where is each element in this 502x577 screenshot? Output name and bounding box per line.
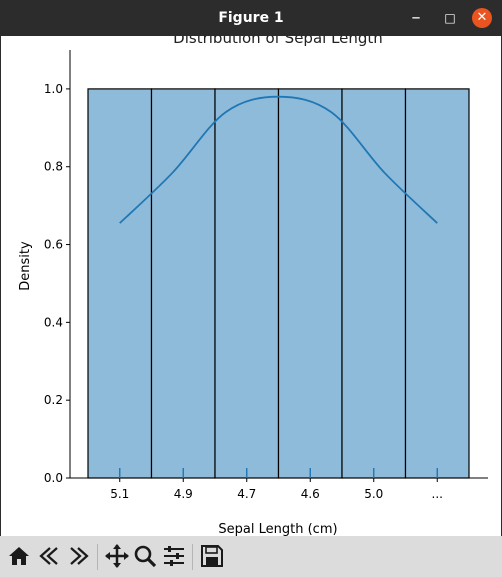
y-tick-label: 0.8: [44, 160, 63, 174]
histogram-bar: [87, 88, 153, 479]
x-tick-label: 4.7: [237, 487, 256, 501]
save-icon[interactable]: [199, 543, 225, 569]
forward-icon[interactable]: [66, 543, 92, 569]
histogram-bar: [404, 88, 470, 479]
pan-icon[interactable]: [104, 543, 130, 569]
window-titlebar: Figure 1 – □ ✕: [0, 0, 502, 36]
back-icon[interactable]: [36, 543, 62, 569]
home-icon[interactable]: [6, 543, 32, 569]
x-tick-label: ...: [432, 487, 443, 501]
maximize-icon[interactable]: □: [444, 11, 456, 25]
histogram-bar: [214, 88, 280, 479]
y-tick-label: 0.4: [44, 315, 63, 329]
x-tick-label: 4.6: [301, 487, 320, 501]
histogram-bar: [277, 88, 343, 479]
chart-svg: 0.0 0.2 0.4 0.6 0.8 1.0 5.1 4.9 4.7 4.6 5.0 ... Dist…: [18, 29, 488, 537]
window-title: Figure 1: [218, 10, 284, 26]
x-axis-label: Sepal Length (cm): [218, 522, 337, 536]
y-tick-label: 1.0: [44, 82, 63, 96]
x-tick-label: 5.0: [364, 487, 383, 501]
figure-canvas: 0.0 0.2 0.4 0.6 0.8 1.0 5.1 4.9 4.7 4.6 5.0... Dist…: [0, 29, 502, 537]
histogram-bar: [150, 88, 216, 479]
y-tick-label: 0.2: [44, 393, 63, 407]
x-tick-label: 4.9: [174, 487, 193, 501]
x-tick-label: 5.1: [110, 487, 129, 501]
y-tick-label: 0.0: [44, 471, 63, 485]
y-axis-label: Density: [18, 241, 33, 291]
minimize-icon[interactable]: –: [411, 7, 421, 28]
toolbar-separator: [192, 544, 193, 570]
close-icon[interactable]: ✕: [472, 8, 492, 28]
toolbar-separator: [97, 544, 98, 570]
histogram-bar: [341, 88, 407, 479]
navigation-toolbar: [0, 536, 502, 577]
y-tick-label: 0.6: [44, 238, 63, 252]
chart-title: Distribution of Sepal Length: [173, 36, 383, 47]
configure-subplots-icon[interactable]: [161, 543, 187, 569]
kde-line: [119, 95, 438, 224]
zoom-icon[interactable]: [132, 543, 158, 569]
